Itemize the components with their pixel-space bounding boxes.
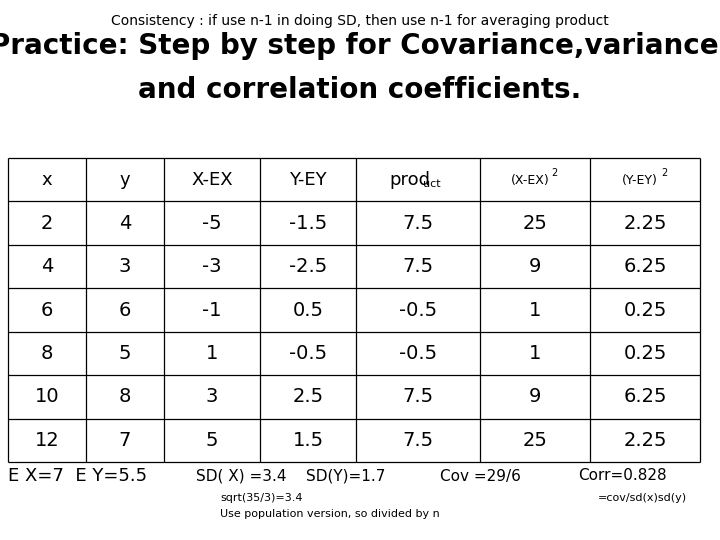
Text: 8: 8 xyxy=(119,387,131,407)
Text: E X=7  E Y=5.5: E X=7 E Y=5.5 xyxy=(8,467,147,485)
Text: 0.25: 0.25 xyxy=(624,300,667,320)
Text: 3: 3 xyxy=(206,387,218,407)
Text: 4: 4 xyxy=(119,214,131,233)
Text: x: x xyxy=(42,171,53,188)
Text: and correlation coefficients.: and correlation coefficients. xyxy=(138,76,582,104)
Text: =cov/sd(x)sd(y): =cov/sd(x)sd(y) xyxy=(598,493,687,503)
Text: 1: 1 xyxy=(206,344,218,363)
Text: (Y-EY): (Y-EY) xyxy=(622,174,658,187)
Text: Y-EY: Y-EY xyxy=(289,171,327,188)
Text: -0.5: -0.5 xyxy=(289,344,327,363)
Text: Practice: Step by step for Covariance,variance,: Practice: Step by step for Covariance,va… xyxy=(0,32,720,60)
Text: 6: 6 xyxy=(41,300,53,320)
Text: 7.5: 7.5 xyxy=(402,214,433,233)
Text: 2.25: 2.25 xyxy=(624,214,667,233)
Text: 4: 4 xyxy=(41,257,53,276)
Text: 5: 5 xyxy=(206,431,218,450)
Text: prod: prod xyxy=(390,171,431,188)
Text: 6.25: 6.25 xyxy=(624,387,667,407)
Text: Cov =29/6: Cov =29/6 xyxy=(440,469,521,483)
Text: -1.5: -1.5 xyxy=(289,214,328,233)
Text: 0.25: 0.25 xyxy=(624,344,667,363)
Text: 3: 3 xyxy=(119,257,131,276)
Text: 7.5: 7.5 xyxy=(402,387,433,407)
Text: 5: 5 xyxy=(119,344,131,363)
Text: -0.5: -0.5 xyxy=(399,300,437,320)
Text: 9: 9 xyxy=(528,257,541,276)
Text: 1.5: 1.5 xyxy=(292,431,324,450)
Text: Consistency : if use n-1 in doing SD, then use n-1 for averaging product: Consistency : if use n-1 in doing SD, th… xyxy=(111,14,609,28)
Text: 1: 1 xyxy=(528,344,541,363)
Text: Use population version, so divided by n: Use population version, so divided by n xyxy=(220,509,440,519)
Text: Corr=0.828: Corr=0.828 xyxy=(578,469,667,483)
Text: 9: 9 xyxy=(528,387,541,407)
Text: 7: 7 xyxy=(119,431,131,450)
Text: 12: 12 xyxy=(35,431,59,450)
Text: 7.5: 7.5 xyxy=(402,257,433,276)
Text: SD( X) =3.4    SD(Y)=1.7: SD( X) =3.4 SD(Y)=1.7 xyxy=(196,469,385,483)
Text: -2.5: -2.5 xyxy=(289,257,328,276)
Text: 6: 6 xyxy=(119,300,131,320)
Text: -1: -1 xyxy=(202,300,222,320)
Text: (X-EX): (X-EX) xyxy=(510,174,549,187)
Text: 25: 25 xyxy=(523,431,547,450)
Text: 2: 2 xyxy=(41,214,53,233)
Text: sqrt(35/3)=3.4: sqrt(35/3)=3.4 xyxy=(220,493,302,503)
Text: 6.25: 6.25 xyxy=(624,257,667,276)
Text: 10: 10 xyxy=(35,387,59,407)
Text: 1: 1 xyxy=(528,300,541,320)
Text: 25: 25 xyxy=(523,214,547,233)
Text: 8: 8 xyxy=(41,344,53,363)
Text: -0.5: -0.5 xyxy=(399,344,437,363)
Text: y: y xyxy=(120,171,130,188)
Text: 7.5: 7.5 xyxy=(402,431,433,450)
Text: -3: -3 xyxy=(202,257,222,276)
Text: 2: 2 xyxy=(551,168,557,178)
Text: -5: -5 xyxy=(202,214,222,233)
Text: X-EX: X-EX xyxy=(191,171,233,188)
Text: uct: uct xyxy=(423,179,441,188)
Text: 2: 2 xyxy=(661,168,667,178)
Text: 2.25: 2.25 xyxy=(624,431,667,450)
Text: 0.5: 0.5 xyxy=(292,300,324,320)
Text: 2.5: 2.5 xyxy=(292,387,324,407)
